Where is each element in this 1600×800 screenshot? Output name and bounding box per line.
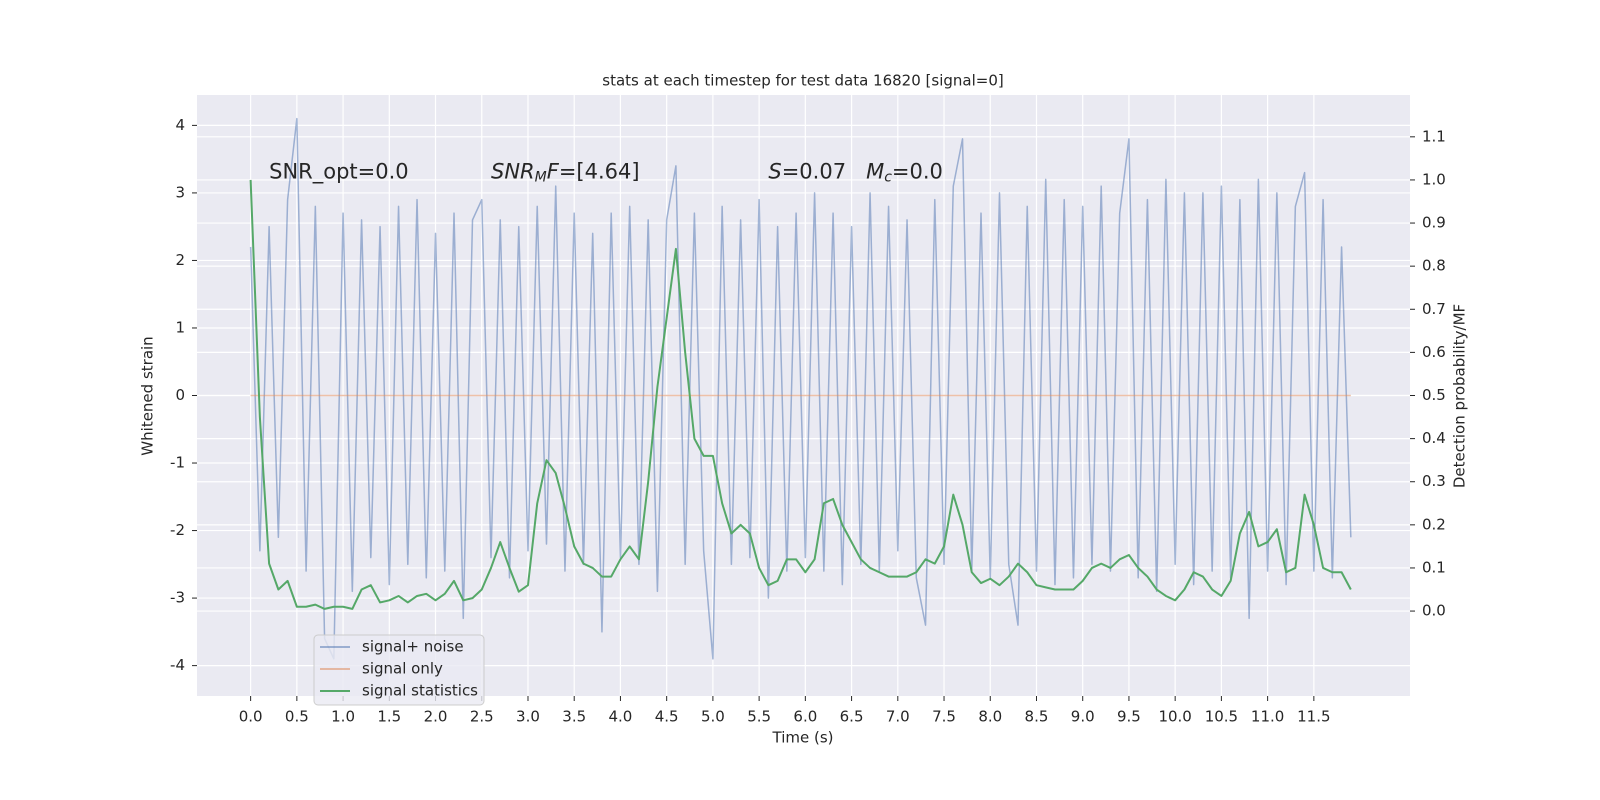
x-tick-label: 0.5 [285, 708, 309, 726]
y-tick-label: -4 [170, 656, 185, 674]
x-tick-label: 2.5 [470, 708, 494, 726]
annotation-part: =[4.64] [559, 160, 640, 184]
annotation: SNR_opt=0.0 [269, 160, 409, 185]
y-tick-label: 3 [175, 183, 185, 201]
x-tick-label: 6.5 [840, 708, 864, 726]
y2-tick-label: 0.3 [1422, 472, 1446, 490]
x-tick-label: 11.5 [1297, 708, 1330, 726]
y2-tick-label: 0.0 [1422, 602, 1446, 620]
y2-tick-label: 0.1 [1422, 558, 1446, 576]
x-tick-label: 4.0 [609, 708, 633, 726]
annotation: SNRMF=[4.64] [491, 160, 640, 186]
x-tick-label: 1.5 [377, 708, 401, 726]
annotation-part: M [866, 160, 884, 184]
x-tick-label: 3.5 [562, 708, 586, 726]
labels: 0.0 0.5 1.0 1.5 2.0 2.5 3.0 3.5 4.0 4.5 5.0 5.5 6.0 6… [170, 116, 1446, 726]
y2-tick-label: 1.1 [1422, 127, 1446, 145]
y-tick-label: 1 [175, 318, 185, 336]
annotation-part: SNR [491, 160, 535, 184]
annotation-part: =0.0 [892, 160, 943, 184]
series-line [249, 179, 1352, 610]
legend-box [313, 634, 485, 706]
y-tick-label: 0 [175, 386, 185, 404]
series-line [249, 117, 1352, 660]
x-tick-label: 0.0 [239, 708, 263, 726]
annotation-part: c [884, 170, 892, 186]
x-tick-label: 9.0 [1071, 708, 1095, 726]
y2-tick-label: 1.0 [1422, 170, 1446, 188]
y-tick-label: -2 [170, 521, 185, 539]
x-tick-label: 7.5 [932, 708, 956, 726]
y2-tick-label: 0.6 [1422, 343, 1446, 361]
x-tick-label: 2.0 [424, 708, 448, 726]
marks [249, 117, 1352, 660]
legend-label: signal+ noise [362, 638, 464, 656]
annotation-part: M [535, 170, 547, 186]
annotation: S=0.07 Mc=0.0 [768, 160, 943, 186]
x-tick-label: 1.0 [331, 708, 355, 726]
y2-tick-label: 0.9 [1422, 214, 1446, 232]
x-tick-label: 4.5 [655, 708, 679, 726]
y2-tick-label: 0.4 [1422, 429, 1446, 447]
annotation-part: SNR_opt=0.0 [269, 160, 409, 185]
x-axis-title: Time (s) [772, 729, 834, 747]
y-tick-label: -1 [170, 454, 185, 472]
x-tick-label: 8.0 [978, 708, 1002, 726]
annotation-part: S [768, 160, 781, 184]
y-tick-label: 2 [175, 251, 185, 269]
x-tick-label: 5.5 [747, 708, 771, 726]
x-tick-label: 5.0 [701, 708, 725, 726]
x-tick-label: 10.0 [1158, 708, 1191, 726]
legend-label: signal statistics [362, 682, 478, 700]
y-tick-label: -3 [170, 589, 185, 607]
legend-label: signal only [362, 660, 443, 678]
y2-tick-label: 0.2 [1422, 515, 1446, 533]
y2-tick-label: 0.8 [1422, 257, 1446, 275]
x-tick-label: 6.0 [793, 708, 817, 726]
legend: signal+ noise signal only signal statistic… [313, 634, 485, 706]
annotation-part: F [547, 160, 560, 184]
x-tick-label: 11.0 [1251, 708, 1284, 726]
x-tick-label: 3.0 [516, 708, 540, 726]
annotation-part: =0.07 [782, 160, 866, 184]
x-tick-label: 9.5 [1117, 708, 1141, 726]
y2-tick-label: 0.5 [1422, 386, 1446, 404]
y-tick-label: 4 [175, 116, 185, 134]
y2-axis-title: Detection probability/MF [1451, 304, 1469, 488]
y2-tick-label: 0.7 [1422, 300, 1446, 318]
x-tick-label: 10.5 [1205, 708, 1238, 726]
chart-title: stats at each timestep for test data 168… [602, 72, 1003, 90]
y-axis-title: Whitened strain [139, 336, 157, 455]
x-tick-label: 7.0 [886, 708, 910, 726]
x-tick-label: 8.5 [1025, 708, 1049, 726]
